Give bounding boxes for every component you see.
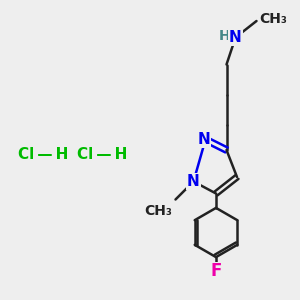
Text: Cl — H: Cl — H [18,147,69,162]
Text: CH₃: CH₃ [145,204,172,218]
Text: F: F [210,262,222,280]
Text: Cl — H: Cl — H [77,147,127,162]
Text: H: H [218,29,230,43]
Text: N: N [198,132,210,147]
Text: N: N [229,30,242,45]
Text: N: N [187,174,200,189]
Text: CH₃: CH₃ [260,13,287,26]
